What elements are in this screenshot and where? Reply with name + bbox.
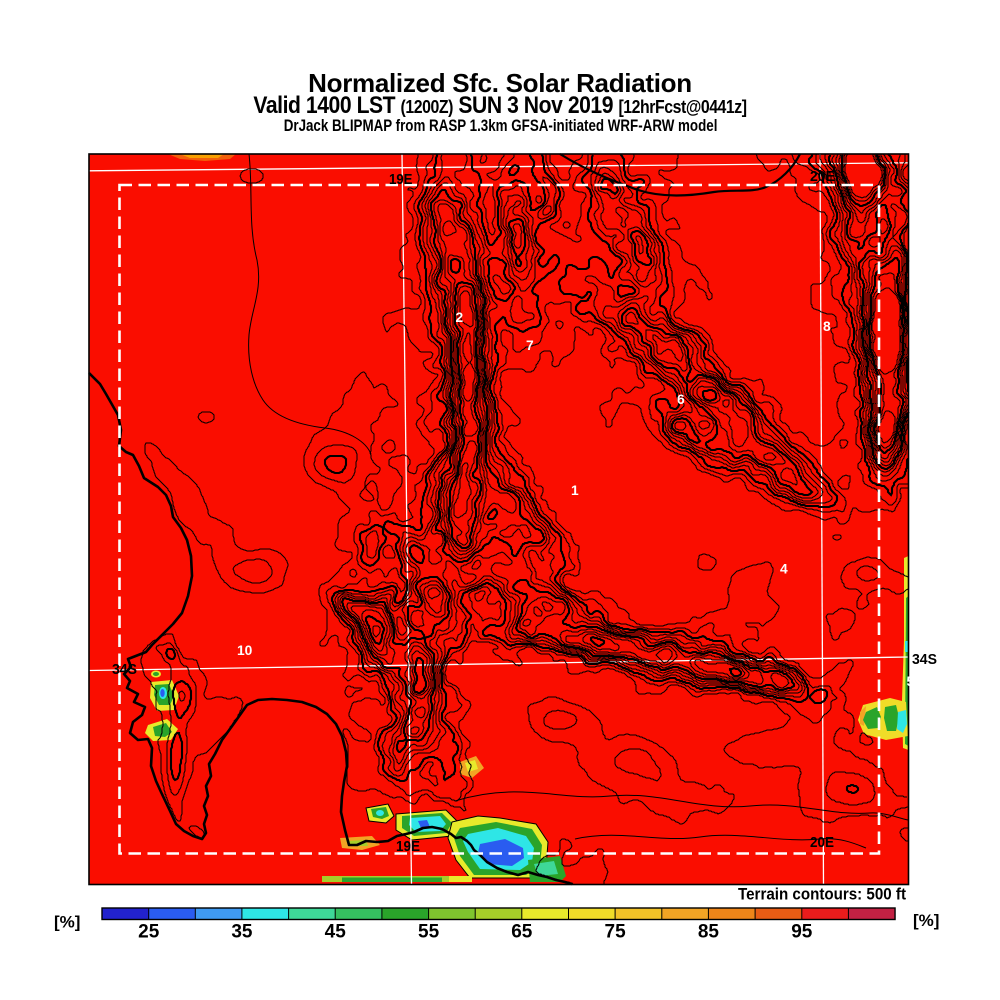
svg-text:2: 2 xyxy=(456,310,464,325)
svg-text:95: 95 xyxy=(791,922,813,943)
svg-text:Terrain contours: 500 ft: Terrain contours: 500 ft xyxy=(738,886,906,904)
svg-text:45: 45 xyxy=(325,922,347,943)
svg-text:6: 6 xyxy=(677,392,685,407)
svg-text:7: 7 xyxy=(526,338,534,353)
svg-text:19E: 19E xyxy=(389,172,413,188)
svg-text:20E: 20E xyxy=(810,169,835,185)
svg-text:34S: 34S xyxy=(112,662,137,678)
svg-text:5: 5 xyxy=(907,674,915,689)
svg-text:34S: 34S xyxy=(912,652,937,668)
svg-text:1: 1 xyxy=(571,483,579,498)
svg-text:65: 65 xyxy=(511,922,533,943)
svg-text:20E: 20E xyxy=(810,835,834,851)
svg-text:[%]: [%] xyxy=(913,911,939,930)
svg-text:35: 35 xyxy=(231,922,253,943)
svg-text:75: 75 xyxy=(605,922,627,943)
svg-text:10: 10 xyxy=(237,643,253,658)
svg-text:19E: 19E xyxy=(396,839,420,855)
svg-text:55: 55 xyxy=(418,922,440,943)
svg-text:[%]: [%] xyxy=(54,913,80,932)
svg-text:85: 85 xyxy=(698,922,720,943)
svg-text:8: 8 xyxy=(823,319,831,334)
svg-text:4: 4 xyxy=(780,562,788,577)
svg-text:25: 25 xyxy=(138,922,160,943)
